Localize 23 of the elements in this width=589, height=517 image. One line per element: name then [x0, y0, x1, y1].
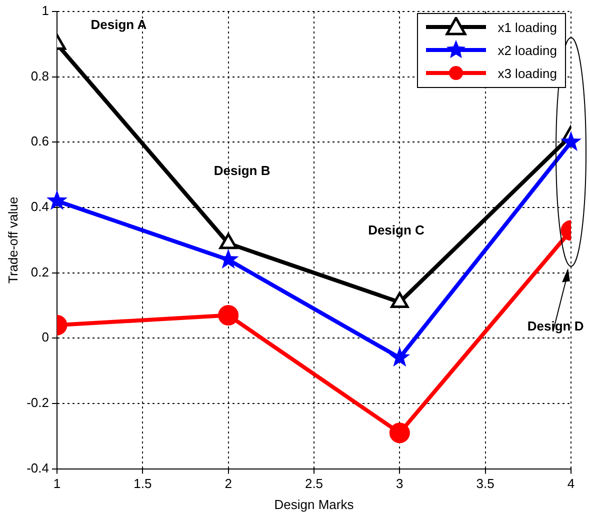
y-tick-label: 0 [42, 330, 49, 345]
x-tick-label: 2.5 [304, 476, 324, 492]
annotation: Design C [368, 222, 426, 238]
y-tick-label: 0.6 [30, 134, 49, 149]
y-tick-label: 1 [42, 3, 49, 18]
x-axis-title: Design Marks [274, 496, 354, 512]
x-tick-label: 2 [224, 476, 232, 492]
x-tick-label: 3 [396, 476, 404, 492]
y-tick-label: 0.4 [30, 199, 49, 214]
legend-label: x1 loading [498, 20, 557, 34]
x-tick-label: 3.5 [476, 476, 494, 492]
x-tick-label: 4 [567, 476, 575, 492]
y-axis-title: Trade-off value [5, 196, 20, 284]
annotation: Design A [90, 16, 148, 32]
legend-label: x2 loading [498, 42, 557, 58]
x-tick-label: 1 [53, 476, 61, 492]
legend-label: x3 loading [498, 66, 557, 80]
y-tick-label: 0.2 [30, 264, 49, 280]
y-tick-label: 0.8 [30, 68, 49, 84]
x-tick-label: 1.5 [134, 476, 152, 492]
annotation: Design B [214, 163, 270, 178]
y-tick-label: -0.4 [26, 460, 49, 476]
y-tick-label: -0.2 [26, 395, 49, 410]
